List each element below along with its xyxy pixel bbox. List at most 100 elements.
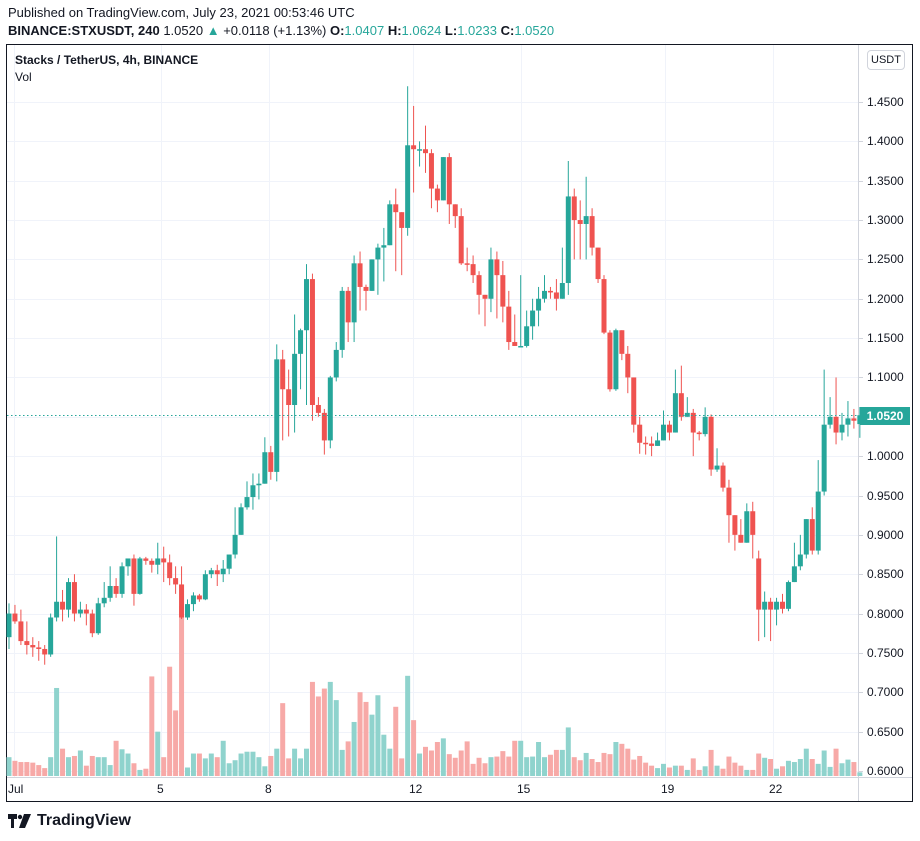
candle bbox=[286, 389, 292, 405]
candle bbox=[137, 558, 143, 594]
brand-name: TradingView bbox=[37, 812, 131, 829]
candle bbox=[71, 582, 77, 614]
candle bbox=[107, 586, 113, 598]
candle bbox=[577, 220, 583, 224]
symbol-line: BINANCE:STXUSDT, 240 1.0520 ▲ +0.0118 (+… bbox=[8, 22, 554, 40]
candle bbox=[250, 485, 256, 498]
price-axis-label: 0.9500 bbox=[867, 488, 904, 503]
volume-bar bbox=[298, 758, 304, 776]
volume-bar bbox=[625, 748, 631, 776]
open-value: 1.0407 bbox=[344, 23, 385, 38]
volume-bar bbox=[309, 681, 315, 776]
candle bbox=[452, 204, 458, 217]
volume-bar bbox=[113, 740, 119, 776]
volume-bar bbox=[149, 676, 155, 776]
tradingview-logo[interactable]: TradingView bbox=[8, 812, 131, 830]
volume-bar bbox=[512, 740, 518, 776]
candle bbox=[434, 188, 440, 201]
candle bbox=[101, 597, 107, 604]
volume-bar bbox=[369, 714, 375, 776]
candle bbox=[48, 617, 54, 655]
volume-bar bbox=[71, 755, 77, 776]
candle bbox=[113, 586, 119, 594]
time-axis-label: 12 bbox=[409, 782, 423, 796]
volume-bar bbox=[434, 742, 440, 776]
candle bbox=[30, 645, 36, 648]
candle bbox=[494, 259, 500, 276]
candle bbox=[411, 145, 417, 150]
candle bbox=[304, 279, 309, 331]
volume-bar bbox=[708, 749, 714, 776]
candle bbox=[524, 326, 530, 346]
volume-bar bbox=[720, 768, 726, 776]
candle bbox=[571, 196, 577, 221]
time-axis-label: 8 bbox=[265, 782, 272, 796]
candle bbox=[762, 601, 768, 610]
volume-bar bbox=[131, 763, 137, 776]
volume-bar bbox=[315, 696, 321, 776]
close-value: 1.0520 bbox=[514, 23, 555, 38]
candle bbox=[24, 641, 30, 646]
price-axis-label: 0.6500 bbox=[867, 724, 904, 739]
volume-bar bbox=[238, 753, 244, 776]
volume-bar bbox=[101, 757, 107, 776]
candle bbox=[36, 647, 42, 649]
candle bbox=[482, 294, 488, 299]
price-axis-label: 1.3500 bbox=[867, 173, 904, 188]
volume-bar bbox=[190, 753, 196, 776]
candle bbox=[327, 377, 333, 441]
candle bbox=[214, 570, 220, 575]
published-line: Published on TradingView.com, July 23, 2… bbox=[8, 5, 355, 20]
volume-bar bbox=[530, 756, 536, 776]
candle bbox=[732, 515, 738, 535]
volume-bar bbox=[821, 750, 827, 776]
candle bbox=[780, 601, 785, 609]
volume-bar bbox=[256, 757, 262, 776]
volume-bar bbox=[423, 746, 428, 776]
volume-bar bbox=[232, 760, 238, 776]
candle bbox=[220, 568, 226, 575]
volume-bar bbox=[185, 767, 190, 776]
volume-bar bbox=[155, 731, 161, 776]
candle bbox=[827, 416, 833, 425]
candle bbox=[95, 603, 101, 634]
candle bbox=[428, 153, 434, 189]
volume-bar bbox=[518, 740, 524, 776]
volume-bar bbox=[125, 753, 131, 776]
volume-bar bbox=[208, 753, 214, 776]
chart-header: Published on TradingView.com, July 23, 2… bbox=[8, 4, 554, 40]
candle bbox=[857, 415, 863, 425]
volume-bar bbox=[613, 742, 619, 776]
currency-button[interactable]: USDT bbox=[867, 50, 905, 70]
candle bbox=[536, 298, 542, 311]
candle bbox=[797, 554, 803, 567]
candle bbox=[190, 595, 196, 605]
volume-bar bbox=[304, 748, 309, 776]
volume-bar bbox=[161, 757, 167, 776]
candle bbox=[143, 558, 149, 561]
candle bbox=[785, 582, 791, 609]
volume-bar bbox=[780, 766, 785, 776]
volume-bar bbox=[452, 757, 458, 776]
candle bbox=[149, 560, 155, 565]
candle bbox=[512, 342, 518, 346]
candle bbox=[690, 412, 696, 433]
volume-bar bbox=[583, 752, 589, 776]
candle bbox=[399, 212, 405, 228]
volume-bar bbox=[77, 750, 83, 776]
volume-bar bbox=[89, 755, 95, 776]
legend-volume[interactable]: Vol bbox=[15, 70, 32, 84]
candle bbox=[244, 497, 250, 508]
time-axis-label: 22 bbox=[769, 782, 783, 796]
time-axis-label: 19 bbox=[661, 782, 675, 796]
candle bbox=[155, 558, 161, 565]
volume-bar bbox=[661, 763, 666, 776]
chart-frame[interactable] bbox=[6, 44, 913, 802]
volume-bar bbox=[678, 765, 684, 776]
volume-bar bbox=[12, 760, 18, 776]
candle bbox=[726, 487, 732, 516]
volume-bar bbox=[66, 757, 71, 776]
volume-bar bbox=[119, 749, 125, 776]
candle bbox=[256, 483, 262, 486]
